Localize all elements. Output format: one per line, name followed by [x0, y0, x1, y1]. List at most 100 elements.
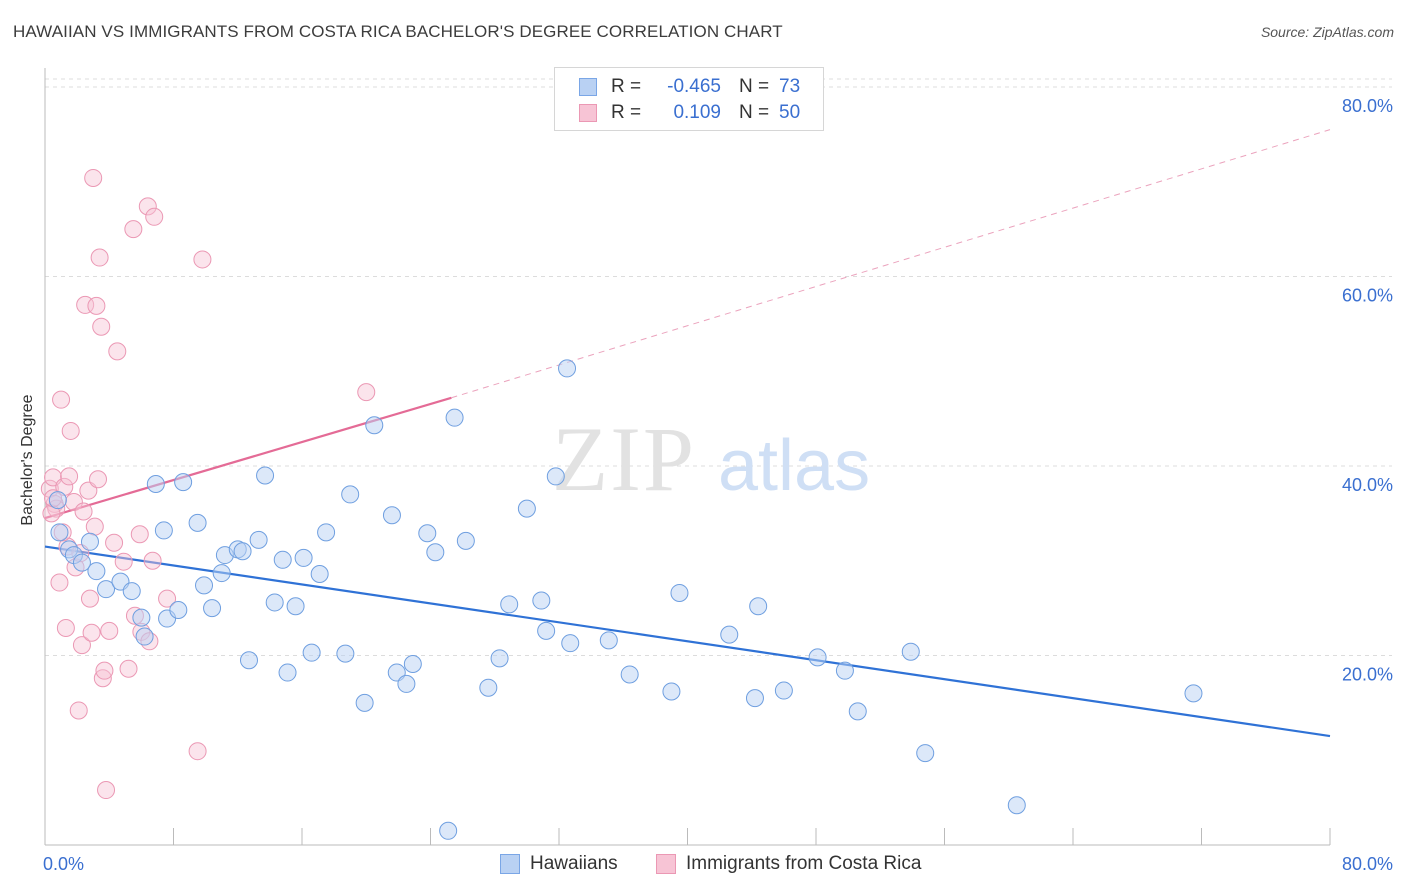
data-point-hawaiians [490, 649, 509, 668]
data-point-hawaiians [749, 597, 768, 616]
data-point-costa-rica [56, 619, 75, 638]
data-point-hawaiians [916, 744, 935, 763]
legend-n-label: N = [739, 102, 770, 123]
data-point-hawaiians [233, 542, 252, 561]
data-point-hawaiians [426, 543, 445, 562]
y-tick-label: 80.0% [1342, 96, 1393, 116]
data-point-hawaiians [901, 642, 920, 661]
data-point-hawaiians [670, 583, 689, 602]
data-point-hawaiians [50, 523, 69, 542]
data-point-costa-rica [92, 317, 111, 336]
data-point-costa-rica [138, 197, 157, 216]
data-point-hawaiians [249, 530, 268, 549]
data-point-hawaiians [620, 665, 639, 684]
data-point-costa-rica [82, 623, 101, 642]
data-point-costa-rica [95, 661, 114, 680]
legend-row-hawaiians: R = -0.465 N = 73 [579, 75, 800, 99]
data-point-hawaiians [265, 593, 284, 612]
trend-line-hawaiians [44, 545, 1331, 738]
legend-swatch-blue [579, 78, 597, 96]
data-point-costa-rica [84, 168, 103, 187]
data-point-hawaiians [382, 506, 401, 525]
trend-line-costa-rica-extension [451, 129, 1331, 399]
legend-r-value: 0.109 [673, 102, 721, 123]
axes [44, 68, 1331, 846]
data-point-hawaiians [403, 655, 422, 674]
data-point-hawaiians [445, 408, 464, 427]
data-point-hawaiians [48, 491, 67, 510]
data-point-hawaiians [294, 548, 313, 567]
data-point-costa-rica [193, 250, 212, 269]
data-point-costa-rica [93, 669, 112, 688]
trend-line-costa-rica [44, 396, 452, 520]
data-point-costa-rica [52, 390, 71, 409]
data-point-hawaiians [532, 591, 551, 610]
bottom-legend-label: Hawaiians [530, 853, 618, 874]
x-tick-label: 0.0% [43, 854, 84, 874]
data-point-hawaiians [286, 597, 305, 616]
data-point-costa-rica [90, 248, 109, 267]
data-point-costa-rica [61, 421, 80, 440]
data-point-hawaiians [1184, 684, 1203, 703]
y-tick-label: 60.0% [1342, 286, 1393, 306]
data-point-costa-rica [60, 467, 79, 486]
data-point-hawaiians [132, 608, 151, 627]
data-point-hawaiians [558, 359, 577, 378]
legend-n-label: N = [739, 76, 770, 97]
data-point-hawaiians [336, 644, 355, 663]
data-point-hawaiians [97, 580, 116, 599]
data-point-costa-rica [145, 207, 164, 226]
data-point-hawaiians [439, 821, 458, 840]
data-point-hawaiians [154, 521, 173, 540]
data-point-hawaiians [835, 661, 854, 680]
y-tick-label: 40.0% [1342, 475, 1393, 495]
data-point-costa-rica [80, 589, 99, 608]
data-point-hawaiians [203, 599, 222, 618]
y-axis-label: Bachelor's Degree [19, 394, 36, 526]
data-point-costa-rica [130, 525, 149, 544]
chart-title: HAWAIIAN VS IMMIGRANTS FROM COSTA RICA B… [13, 22, 783, 41]
data-point-costa-rica [50, 573, 69, 592]
data-point-hawaiians [212, 564, 231, 583]
data-point-hawaiians [273, 550, 292, 569]
data-point-hawaiians [418, 524, 437, 543]
grid-lines [45, 78, 1392, 656]
data-point-hawaiians [135, 627, 154, 646]
data-point-hawaiians [479, 678, 498, 697]
legend-n-value: 73 [779, 76, 801, 97]
data-point-hawaiians [517, 499, 536, 518]
data-point-costa-rica [97, 781, 116, 800]
tick-labels: 20.0% 40.0% 60.0% 80.0% 0.0% 80.0% [43, 96, 1393, 874]
data-point-costa-rica [69, 701, 88, 720]
data-point-hawaiians [169, 601, 188, 620]
data-point-hawaiians [146, 475, 165, 494]
data-point-hawaiians [774, 681, 793, 700]
data-point-hawaiians [341, 485, 360, 504]
data-point-hawaiians [256, 466, 275, 485]
data-point-hawaiians [122, 582, 141, 601]
data-point-hawaiians [848, 702, 867, 721]
data-point-hawaiians [80, 532, 99, 551]
data-point-hawaiians [808, 648, 827, 667]
data-point-hawaiians [500, 595, 519, 614]
data-point-hawaiians [317, 523, 336, 542]
data-point-costa-rica [105, 533, 124, 552]
data-point-costa-rica [357, 383, 376, 402]
legend-r-value: -0.465 [667, 76, 721, 97]
data-point-costa-rica [87, 296, 106, 315]
data-point-costa-rica [100, 621, 119, 640]
legend-r-label: R = [611, 76, 642, 97]
data-point-costa-rica [124, 220, 143, 239]
correlation-legend: R = -0.465 N = 73 R = 0.109 N = 50 [554, 67, 824, 131]
data-point-hawaiians [1007, 796, 1026, 815]
data-point-hawaiians [720, 625, 739, 644]
data-point-hawaiians [174, 473, 193, 492]
data-point-costa-rica [89, 470, 108, 489]
legend-swatch-pink [579, 104, 597, 122]
data-point-hawaiians [546, 467, 565, 486]
source-credit: Source: ZipAtlas.com [1260, 24, 1394, 40]
data-point-costa-rica [188, 742, 207, 761]
data-point-costa-rica [143, 551, 162, 570]
y-tick-label: 20.0% [1342, 665, 1393, 685]
